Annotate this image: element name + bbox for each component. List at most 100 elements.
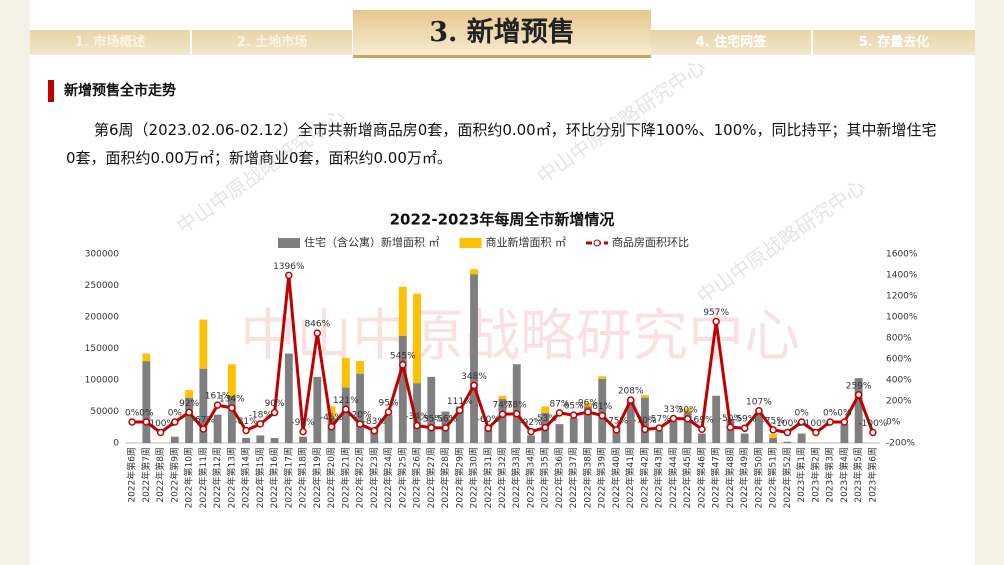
x-tick-label: 2022年第30周 xyxy=(468,447,480,508)
marker xyxy=(541,423,549,432)
data-label: 0% xyxy=(823,409,838,419)
marker xyxy=(726,423,735,431)
y2-tick-label: 200% xyxy=(886,397,912,407)
y2-tick-label: 1400% xyxy=(886,271,918,281)
bar xyxy=(227,364,236,396)
marker xyxy=(612,426,621,434)
bar xyxy=(384,414,393,443)
x-tick-label: 2022年第18周 xyxy=(297,447,309,508)
x-tick-label: 2022年第32周 xyxy=(496,447,508,508)
bar xyxy=(512,364,521,443)
marker xyxy=(826,418,834,426)
x-tick-label: 2022年第20周 xyxy=(325,447,337,508)
data-label: 208% xyxy=(618,387,644,397)
bar xyxy=(427,376,436,443)
bar xyxy=(527,435,535,443)
bar xyxy=(740,433,749,443)
bar xyxy=(170,436,179,443)
y2-tick-label: 1200% xyxy=(886,292,918,302)
marker xyxy=(869,428,877,437)
data-label: -60% xyxy=(477,415,501,425)
bar xyxy=(698,433,706,443)
marker xyxy=(584,408,592,416)
active-tab[interactable]: 3. 新增预售 xyxy=(353,10,651,58)
bar xyxy=(470,274,478,443)
y2-tick-label: 800% xyxy=(886,334,912,344)
bar xyxy=(726,419,735,443)
x-tick-label: 2022年第29周 xyxy=(453,447,465,508)
marker xyxy=(156,428,165,437)
y-tick-label: 50000 xyxy=(90,407,119,417)
data-label: 0% xyxy=(168,409,183,419)
data-label: 92% xyxy=(179,399,199,409)
bar xyxy=(398,335,407,443)
x-tick-label: 2022年第8周 xyxy=(154,447,166,503)
x-tick-label: 2022年第43周 xyxy=(653,447,665,508)
data-label: 33% xyxy=(663,405,683,415)
x-tick-label: 2022年第26周 xyxy=(411,447,423,508)
data-label: 1396% xyxy=(273,262,305,272)
bar xyxy=(142,361,151,443)
x-tick-label: 2022年第22周 xyxy=(354,447,366,508)
tab[interactable]: 5. 存量去化 xyxy=(813,30,975,55)
chart-title: 2022-2023年每周全市新增情况 xyxy=(390,211,615,229)
x-tick-label: 2023年第1周 xyxy=(795,447,807,503)
bar xyxy=(555,424,564,443)
y2-tick-label: 0% xyxy=(886,418,901,428)
bar xyxy=(142,353,151,362)
data-label: 111% xyxy=(447,397,473,407)
data-label: -56% xyxy=(434,414,458,424)
bar xyxy=(470,269,478,275)
x-tick-label: 2022年第19周 xyxy=(311,447,323,508)
data-label: -69% xyxy=(690,416,714,426)
marker xyxy=(299,427,307,436)
section-marker xyxy=(48,80,54,102)
bar xyxy=(541,406,550,413)
bar xyxy=(370,429,379,443)
marker xyxy=(185,408,193,417)
marker xyxy=(142,418,151,426)
marker xyxy=(698,425,706,433)
bar xyxy=(242,437,251,443)
x-tick-label: 2022年第16周 xyxy=(268,447,280,508)
marker xyxy=(683,415,692,423)
legend-label: 商品房面积环比 xyxy=(612,235,689,249)
data-label: 957% xyxy=(703,308,729,318)
x-tick-label: 2023年第4周 xyxy=(838,447,850,503)
tab[interactable]: 1. 市场概述 xyxy=(30,30,190,55)
x-tick-label: 2022年第25周 xyxy=(396,447,408,508)
marker xyxy=(370,426,379,435)
x-tick-label: 2022年第51周 xyxy=(767,447,779,508)
marker xyxy=(498,410,507,418)
marker xyxy=(755,407,763,415)
y2-tick-label: 600% xyxy=(886,355,912,365)
tab[interactable]: 2. 土地市场 xyxy=(192,30,352,55)
page-body xyxy=(30,0,975,565)
section-title: 新增预售全市走势 xyxy=(64,83,176,99)
marker xyxy=(427,424,436,432)
bar xyxy=(641,395,649,398)
bar xyxy=(484,425,493,443)
bar xyxy=(185,397,194,443)
data-label: 259% xyxy=(846,381,872,391)
marker xyxy=(228,404,236,412)
data-label: -83% xyxy=(363,417,387,427)
x-tick-label: 2022年第34周 xyxy=(524,447,536,508)
tab[interactable]: 4. 住宅网签 xyxy=(651,30,811,55)
legend-swatch xyxy=(278,238,300,248)
bar xyxy=(712,395,721,443)
bar xyxy=(199,319,208,369)
bar xyxy=(227,395,236,443)
x-tick-label: 2022年第33周 xyxy=(510,447,522,508)
x-tick-label: 2022年第7周 xyxy=(140,447,152,503)
data-label: 134% xyxy=(219,394,245,404)
bar xyxy=(455,406,464,443)
marker xyxy=(641,425,649,434)
marker xyxy=(456,406,464,415)
x-tick-label: 2022年第9周 xyxy=(168,447,180,503)
y-tick-label: 150000 xyxy=(85,344,120,354)
watermark: 中山中原战略研究中心 xyxy=(692,174,870,308)
marker xyxy=(171,418,179,426)
